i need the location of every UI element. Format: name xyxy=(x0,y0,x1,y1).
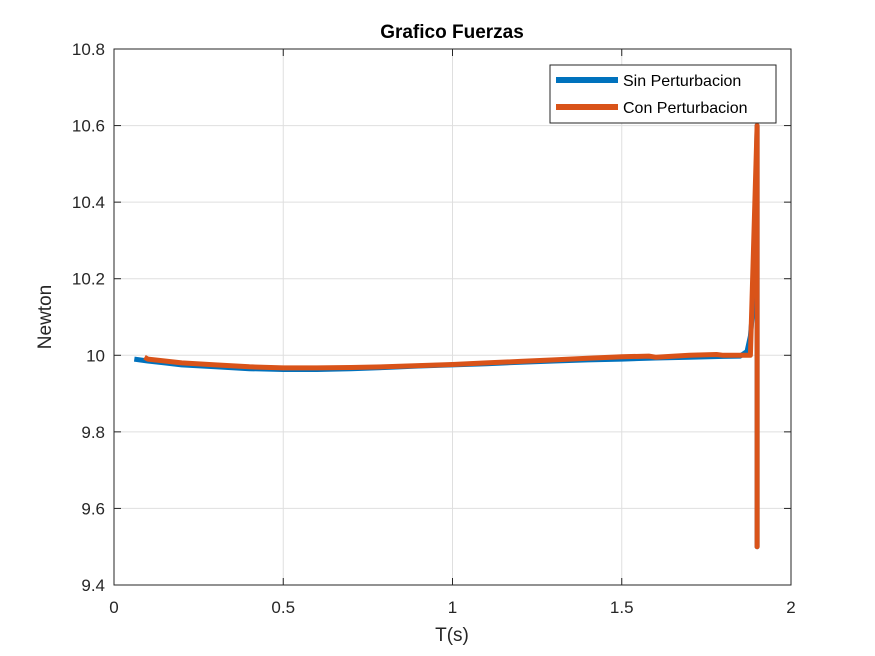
x-tick-label: 2 xyxy=(786,598,795,617)
legend: Sin Perturbacion Con Perturbacion xyxy=(549,64,777,124)
x-tick-label: 0.5 xyxy=(271,598,295,617)
y-axis-label: Newton xyxy=(35,285,56,349)
y-tick-label: 10 xyxy=(86,346,105,365)
chart-title: Grafico Fuerzas xyxy=(380,22,524,43)
y-tick-label: 9.8 xyxy=(81,423,105,442)
x-tick-label: 0 xyxy=(109,598,118,617)
x-tick-label: 1 xyxy=(448,598,457,617)
y-tick-label: 10.8 xyxy=(72,40,105,59)
x-axis-label: T(s) xyxy=(435,625,469,646)
y-tick-label: 9.4 xyxy=(81,576,105,595)
legend-label: Sin Perturbacion xyxy=(623,73,741,90)
y-tick-label: 10.4 xyxy=(72,193,105,212)
tick-labels: 0 0.5 1 1.5 2 9.4 9.6 9.8 10 10.2 10.4 10.6 10.8 xyxy=(72,40,796,617)
tick-marks xyxy=(113,48,792,586)
x-tick-label: 1.5 xyxy=(610,598,634,617)
y-tick-label: 9.6 xyxy=(81,499,105,518)
y-tick-label: 10.6 xyxy=(72,117,105,136)
y-tick-label: 10.2 xyxy=(72,270,105,289)
legend-label: Con Perturbacion xyxy=(623,100,748,117)
series-group xyxy=(133,123,760,550)
series-line-con-perturbacion xyxy=(143,123,760,550)
legend-box xyxy=(549,64,777,124)
